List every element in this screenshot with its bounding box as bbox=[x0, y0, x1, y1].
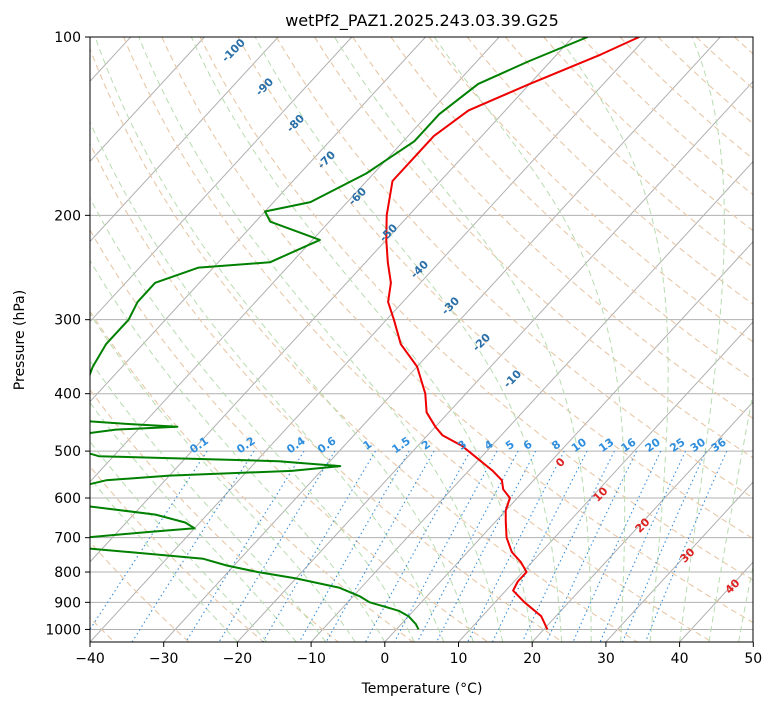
x-tick-label: −30 bbox=[149, 651, 179, 667]
mixing-ratio-line bbox=[393, 450, 498, 642]
moist-adiabat bbox=[334, 37, 592, 642]
x-axis-label: Temperature (°C) bbox=[361, 681, 483, 697]
mixing-ratio-line bbox=[545, 450, 637, 642]
x-tick-label: −10 bbox=[296, 651, 326, 667]
moist-adiabat bbox=[738, 564, 753, 642]
x-tick-label: 50 bbox=[744, 651, 762, 667]
moist-adiabat bbox=[90, 312, 356, 642]
dry-adiabat bbox=[90, 465, 264, 642]
plot-area: 0.1 0.2 0.4 0.6 1 1.5 2 3 4 5 6 8 10 13 16 20 25 30 36-100… bbox=[90, 37, 753, 642]
x-tick-label: 40 bbox=[671, 651, 689, 667]
y-axis-ticks: 100 200 300 400 500 600 700 800 900 1000 bbox=[45, 30, 90, 638]
x-axis-ticks: −40 −30 −20 −10 0 10 20 30 40 50 bbox=[75, 642, 762, 667]
moist-adiabat bbox=[679, 37, 725, 642]
y-tick-label: 300 bbox=[54, 313, 81, 329]
y-axis-label: Pressure (hPa) bbox=[12, 290, 28, 390]
x-tick-label: −20 bbox=[223, 651, 253, 667]
mixing-ratio-line bbox=[262, 450, 376, 642]
isotherm-line bbox=[163, 37, 721, 642]
y-tick-label: 600 bbox=[54, 491, 81, 507]
isotherm-line bbox=[531, 401, 753, 642]
dry-adiabat bbox=[90, 388, 339, 642]
moist-adiabat bbox=[138, 37, 504, 642]
mixing-ratio-line bbox=[325, 450, 435, 642]
moist-adiabat bbox=[94, 37, 474, 642]
isotherm-line bbox=[90, 37, 205, 163]
isotherm-gridlines bbox=[90, 37, 753, 642]
x-tick-label: 20 bbox=[523, 651, 541, 667]
sounding-profiles bbox=[90, 37, 640, 630]
isotherm-line bbox=[237, 80, 753, 642]
isotherm-line bbox=[384, 241, 753, 642]
y-tick-label: 900 bbox=[54, 595, 81, 611]
mixing-ratio-line bbox=[436, 450, 537, 642]
moist-adiabat bbox=[90, 359, 327, 642]
y-tick-label: 200 bbox=[54, 208, 81, 224]
isotherm-line bbox=[90, 37, 574, 563]
isotherm-line bbox=[90, 37, 647, 642]
y-tick-label: 100 bbox=[54, 30, 81, 46]
dry-adiabat bbox=[90, 228, 489, 642]
isotherm-line bbox=[90, 37, 426, 403]
isotherm-line bbox=[90, 37, 353, 323]
y-tick-label: 800 bbox=[54, 565, 81, 581]
mixing-ratio-line bbox=[644, 450, 728, 642]
mixing-ratio-lines bbox=[90, 450, 728, 642]
y-tick-label: 500 bbox=[54, 444, 81, 460]
mixing-ratio-line bbox=[491, 450, 588, 642]
dry-adiabat bbox=[275, 37, 753, 499]
moist-adiabat bbox=[90, 197, 415, 642]
dry-adiabat bbox=[237, 37, 753, 540]
dry-adiabat bbox=[466, 37, 753, 305]
moist-adiabats bbox=[90, 37, 753, 642]
plot-frame bbox=[89, 36, 754, 643]
x-tick-label: 30 bbox=[597, 651, 615, 667]
isotherm-line bbox=[458, 321, 753, 642]
mixing-ratio-line bbox=[218, 450, 336, 642]
isotherm-line bbox=[605, 481, 753, 642]
dry-adiabat bbox=[90, 541, 190, 642]
y-tick-label: 400 bbox=[54, 387, 81, 403]
dry-adiabat bbox=[161, 37, 753, 624]
temperature-profile bbox=[385, 37, 640, 630]
y-tick-label: 1000 bbox=[45, 622, 81, 638]
dry-adiabat bbox=[428, 37, 753, 343]
x-tick-label: 10 bbox=[450, 651, 468, 667]
moist-adiabat bbox=[90, 120, 445, 642]
dry-adiabat bbox=[123, 37, 713, 642]
mixing-ratio-line bbox=[416, 450, 519, 642]
isotherm-line bbox=[90, 37, 500, 483]
dry-adiabat bbox=[90, 47, 638, 642]
moist-adiabat bbox=[433, 37, 626, 642]
x-tick-label: 0 bbox=[380, 651, 389, 667]
moist-adiabat bbox=[708, 390, 753, 642]
dry-adiabat bbox=[199, 37, 753, 581]
chart-title: wetPf2_PAZ1.2025.243.03.39.G25 bbox=[285, 11, 559, 31]
y-tick-label: 700 bbox=[54, 531, 81, 547]
dewpoint-profile bbox=[90, 37, 588, 630]
mixing-ratio-line bbox=[298, 450, 410, 642]
mixing-ratio-line bbox=[467, 450, 565, 642]
mixing-ratio-line bbox=[131, 450, 255, 642]
moist-adiabat bbox=[254, 37, 563, 642]
moist-adiabat bbox=[90, 401, 297, 642]
mixing-ratio-line bbox=[90, 450, 208, 631]
mixing-ratio-line bbox=[364, 450, 471, 642]
dry-adiabat bbox=[314, 37, 753, 459]
x-tick-label: −40 bbox=[75, 651, 105, 667]
dry-adiabat bbox=[90, 142, 563, 642]
moist-adiabat bbox=[558, 37, 669, 642]
dry-adiabats bbox=[90, 37, 753, 642]
isotherm-line bbox=[90, 37, 279, 243]
moist-adiabat bbox=[190, 37, 533, 642]
